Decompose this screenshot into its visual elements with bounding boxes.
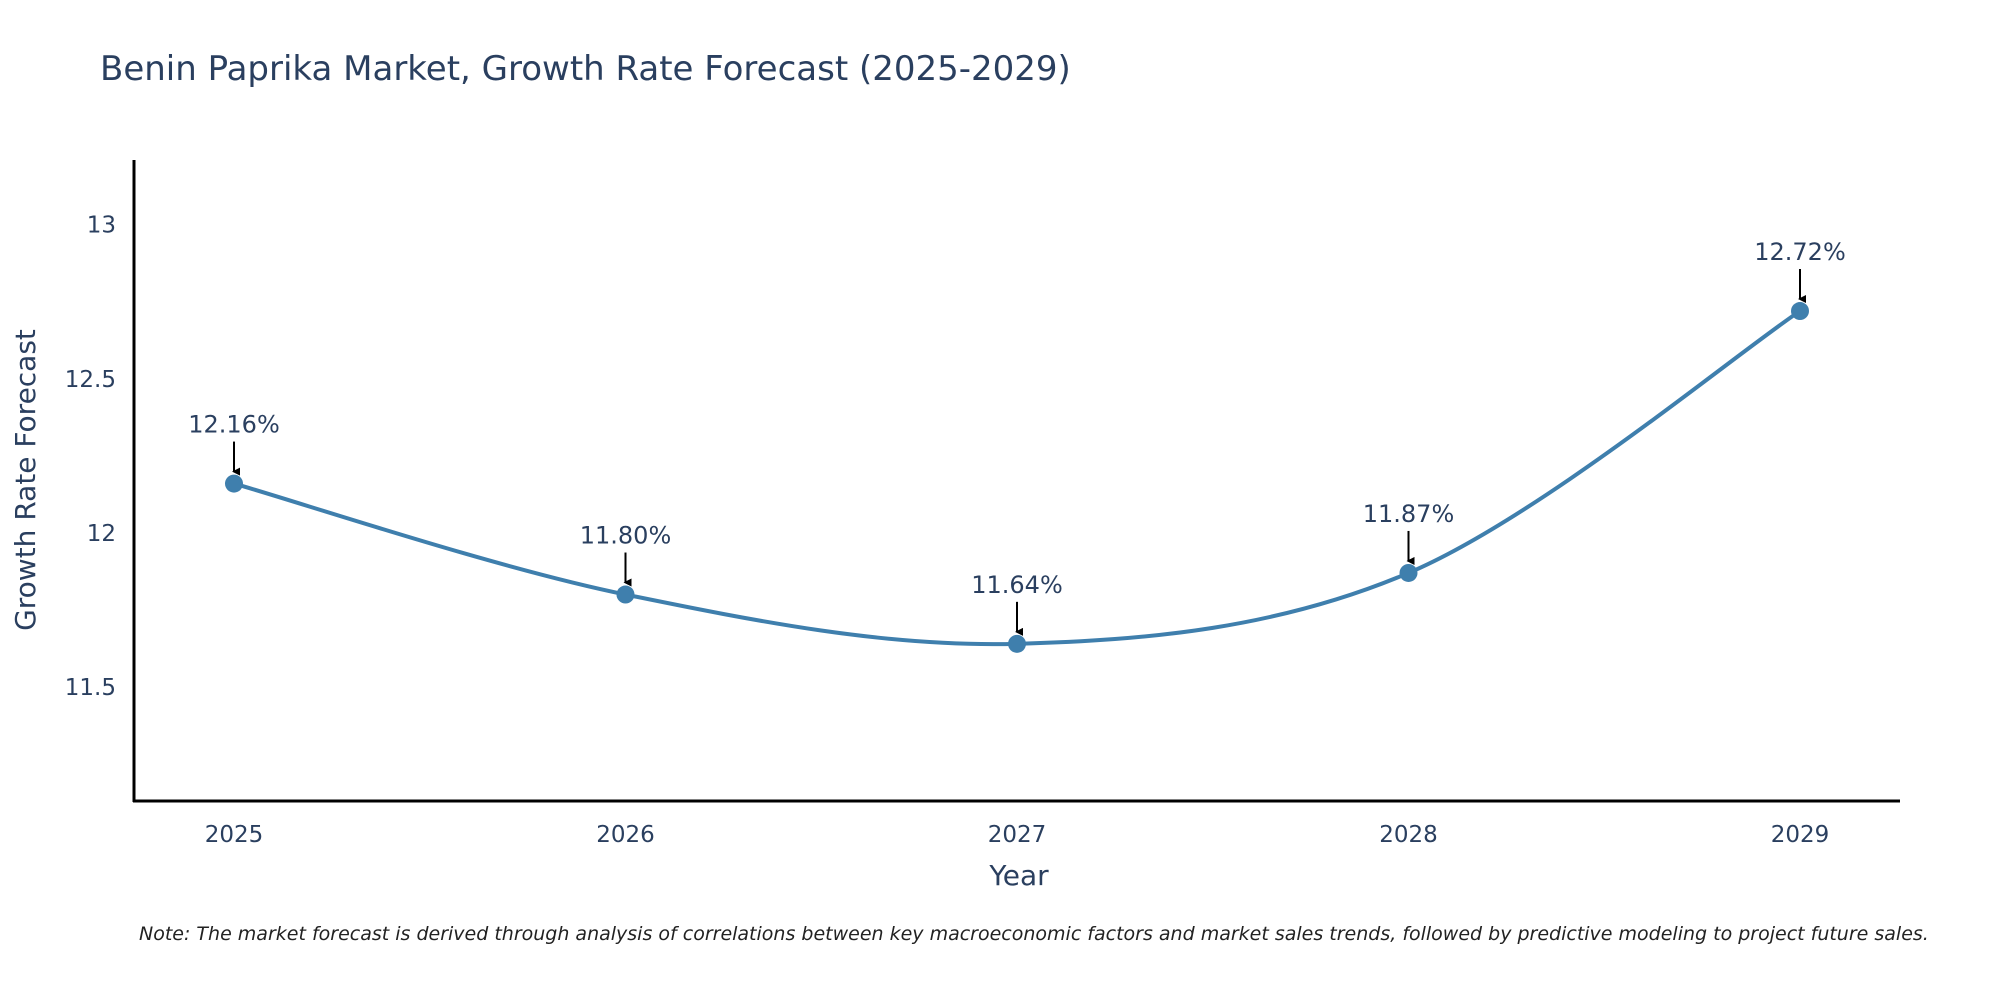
data-point [1399, 563, 1418, 582]
data-point [1008, 634, 1026, 653]
data-label: 12.16% [188, 411, 280, 439]
y-axis-title: Growth Rate Forecast [9, 329, 42, 631]
data-label: 11.80% [580, 522, 672, 550]
data-points [225, 302, 1809, 653]
data-point [1791, 302, 1809, 321]
footnote: Note: The market forecast is derived thr… [139, 923, 1929, 945]
y-tick-label: 12 [87, 521, 116, 547]
data-point [616, 585, 635, 604]
data-label: 12.72% [1754, 238, 1846, 266]
y-tick-label: 11.5 [65, 675, 116, 701]
x-tick-label: 2027 [988, 822, 1047, 848]
data-label: 11.87% [1363, 500, 1455, 528]
x-axis-title: Year [988, 859, 1049, 892]
chart-title: Benin Paprika Market, Growth Rate Foreca… [100, 49, 1071, 89]
x-tick-label: 2025 [205, 822, 264, 848]
x-tick-label: 2028 [1379, 822, 1438, 848]
data-labels: 12.16% 11.80% 11.64% 11.87% 12.72% [188, 238, 1846, 636]
data-point [225, 474, 243, 493]
y-tick-label: 12.5 [65, 367, 116, 393]
data-label: 11.64% [971, 571, 1063, 599]
x-axis-ticks: 2025 2026 2027 2028 2029 [205, 822, 1830, 848]
x-tick-label: 2029 [1771, 822, 1830, 848]
x-tick-label: 2026 [596, 822, 655, 848]
y-tick-label: 13 [87, 213, 116, 239]
y-axis-ticks: 11.5 12 12.5 13 [65, 213, 116, 701]
